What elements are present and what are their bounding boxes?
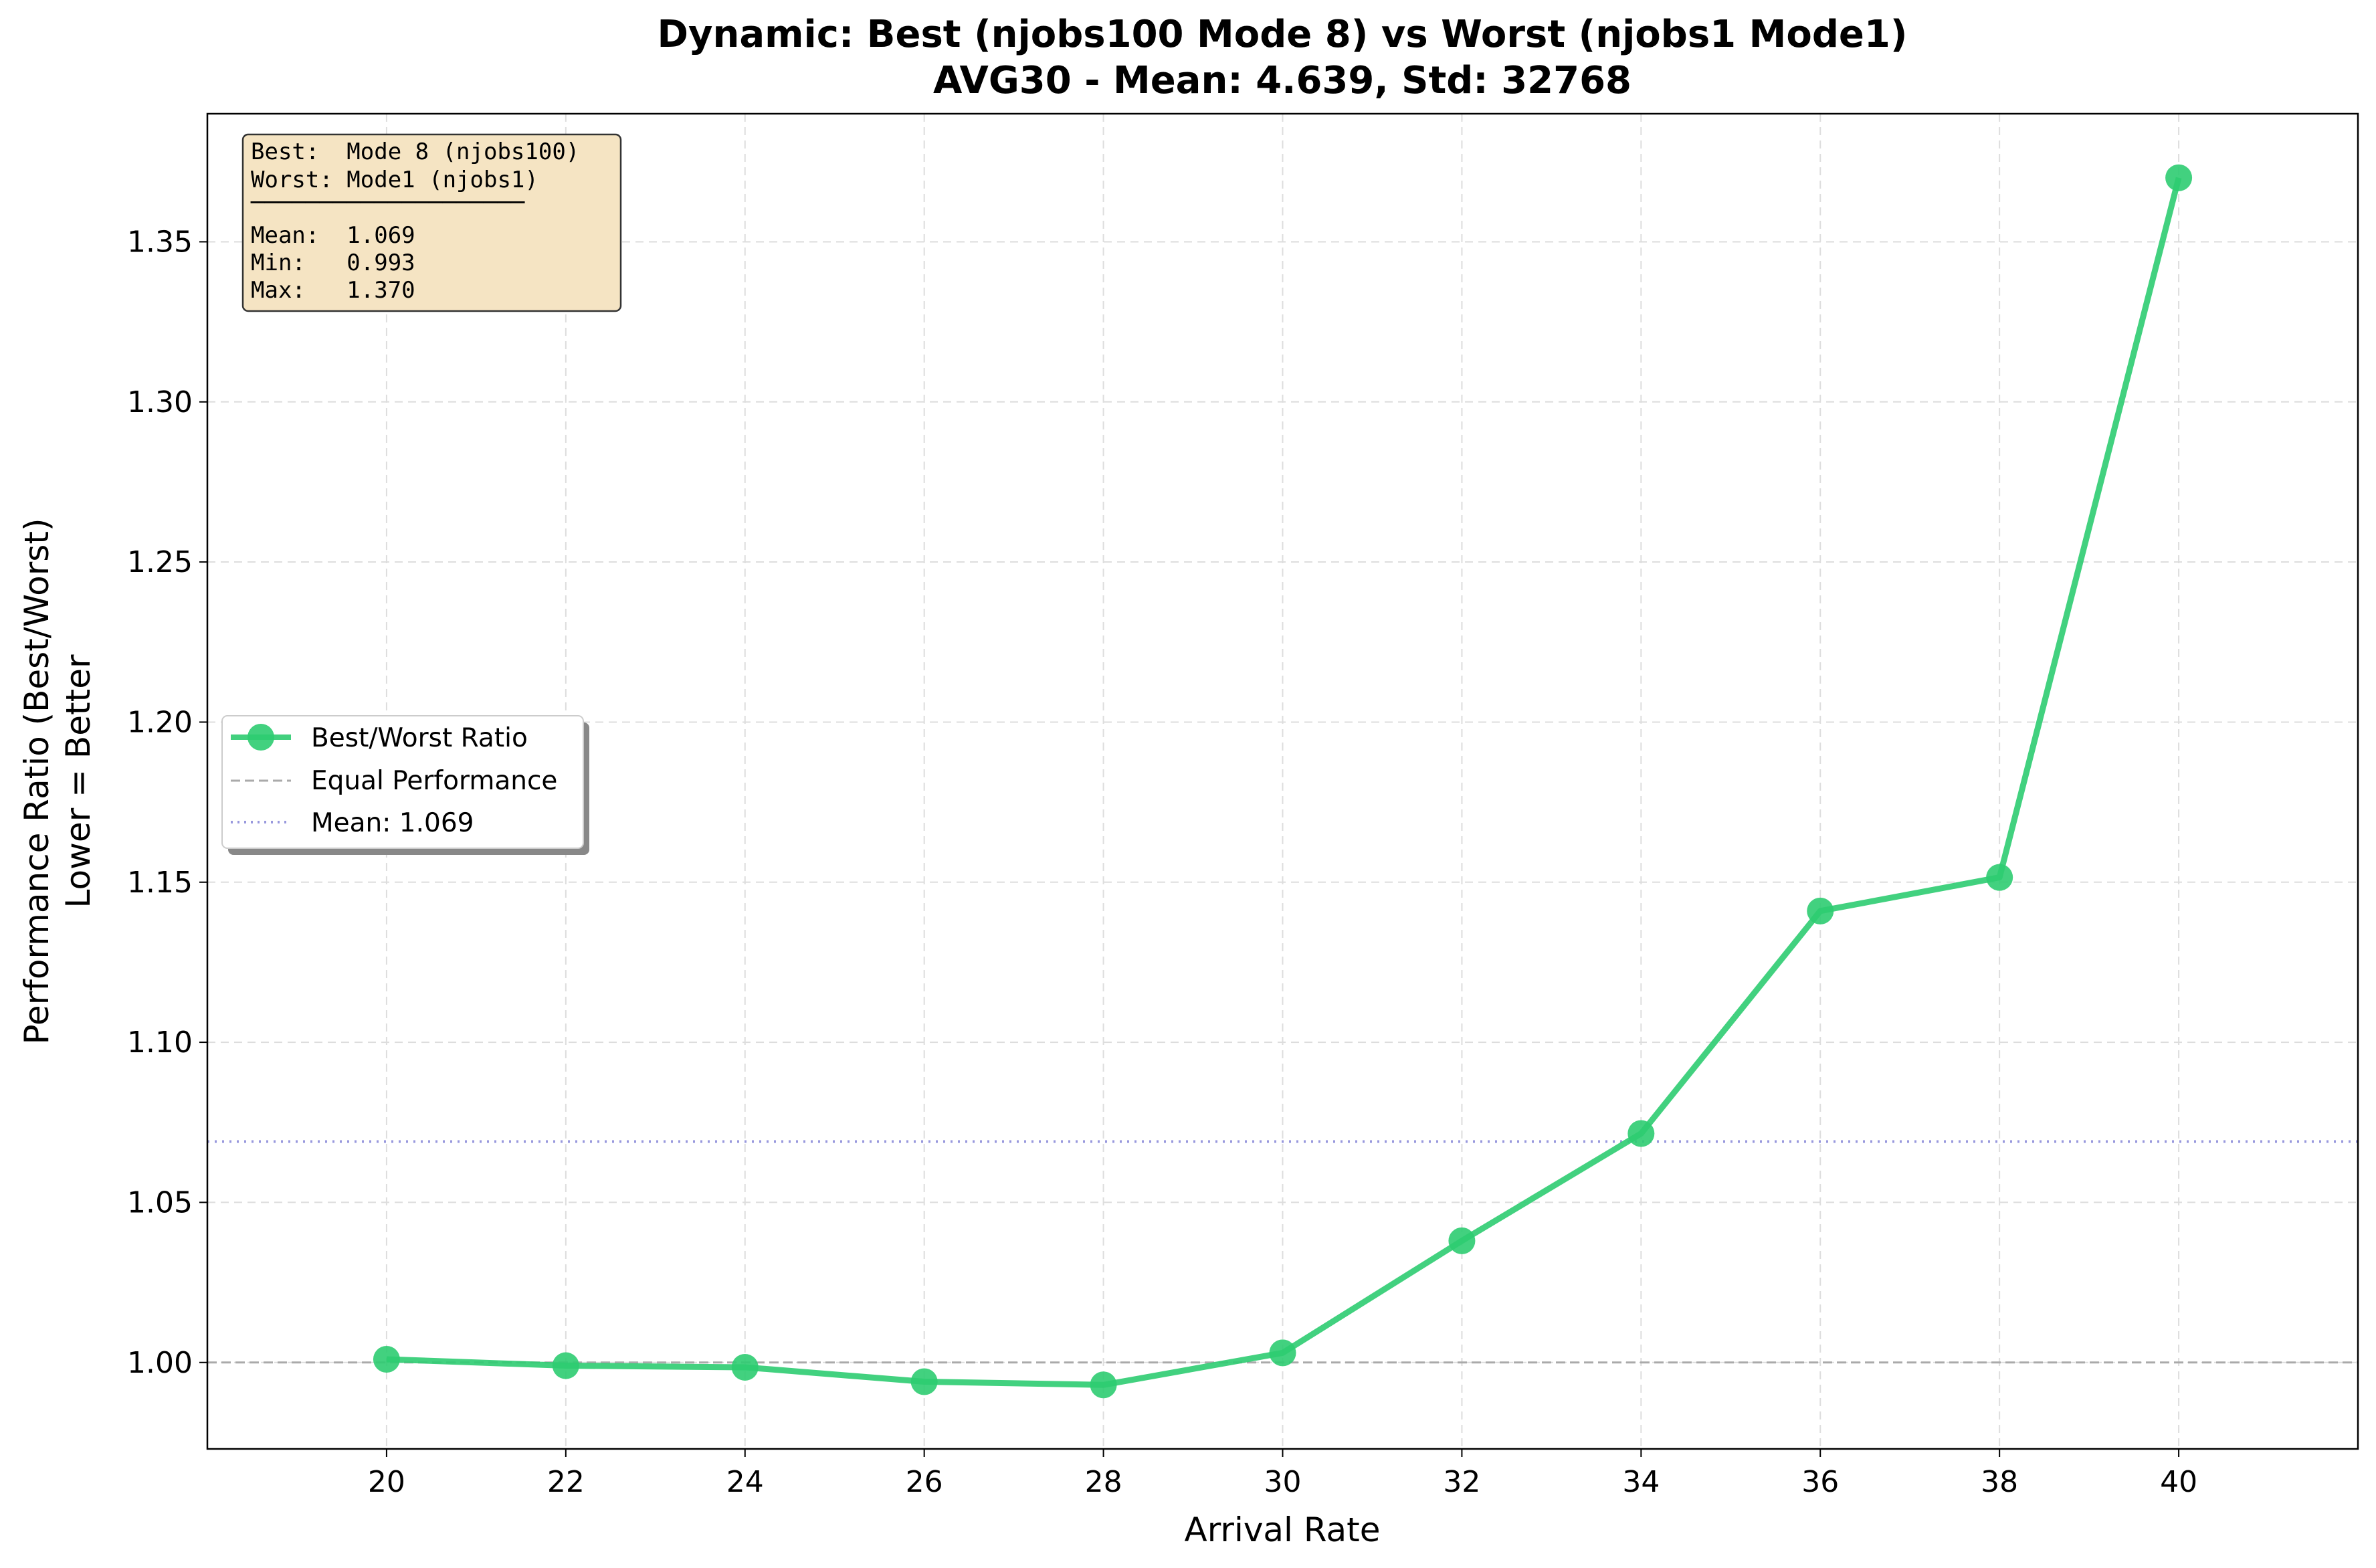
stats-line-min: Min: 0.993 — [251, 250, 415, 276]
y-axis-label-line2: Lower = Better — [59, 654, 98, 908]
x-tick-label: 20 — [368, 1465, 405, 1499]
legend-label-mean: Mean: 1.069 — [311, 808, 474, 838]
data-series — [373, 164, 2193, 1399]
stats-line-worst: Worst: Mode1 (njobs1) — [251, 167, 538, 193]
stats-box-background — [241, 133, 622, 312]
data-point — [1448, 1227, 1476, 1254]
y-tick-label: 1.20 — [127, 705, 193, 739]
y-tick-label: 1.10 — [127, 1025, 193, 1060]
y-tick-label: 1.30 — [127, 385, 193, 419]
data-point — [373, 1345, 400, 1373]
x-tick-label: 26 — [906, 1465, 943, 1499]
x-tick-label: 32 — [1443, 1465, 1480, 1499]
y-tick-label: 1.15 — [127, 866, 193, 900]
chart-subtitle: AVG30 - Mean: 4.639, Std: 32768 — [933, 59, 1631, 102]
y-axis: 1.00 1.05 1.10 1.15 1.20 1.25 1.30 1.35 — [127, 225, 207, 1380]
stats-line-best: Best: Mode 8 (njobs100) — [251, 138, 579, 165]
data-point — [1627, 1120, 1655, 1147]
stats-line-separator: ──────────────────── — [250, 189, 525, 216]
x-tick-label: 36 — [1801, 1465, 1839, 1499]
data-point — [2165, 164, 2193, 191]
legend-label-series: Best/Worst Ratio — [311, 723, 528, 753]
x-tick-label: 30 — [1264, 1465, 1302, 1499]
x-tick-label: 22 — [547, 1465, 585, 1499]
data-point — [1269, 1339, 1296, 1367]
stats-line-max: Max: 1.370 — [251, 277, 415, 304]
y-tick-label: 1.05 — [127, 1185, 193, 1219]
y-axis-label-line1: Performance Ratio (Best/Worst) — [17, 518, 56, 1045]
data-point — [731, 1353, 759, 1381]
legend-label-equal: Equal Performance — [311, 766, 557, 796]
x-tick-label: 28 — [1085, 1465, 1122, 1499]
x-tick-label: 34 — [1622, 1465, 1660, 1499]
x-tick-label: 24 — [726, 1465, 764, 1499]
legend-box — [221, 715, 584, 849]
y-tick-label: 1.00 — [127, 1346, 193, 1380]
y-tick-label: 1.35 — [127, 225, 193, 259]
data-point — [910, 1368, 938, 1395]
legend-marker-series — [248, 724, 274, 751]
stats-line-mean: Mean: 1.069 — [251, 222, 415, 249]
grid — [207, 114, 2358, 1449]
x-axis: 20 22 24 26 28 30 32 34 36 38 40 — [368, 1449, 2197, 1499]
x-tick-label: 38 — [1981, 1465, 2018, 1499]
x-tick-label: 40 — [2160, 1465, 2197, 1499]
chart-title: Dynamic: Best (njobs100 Mode 8) vs Worst… — [658, 13, 1908, 56]
data-point — [1986, 864, 2013, 891]
data-point — [552, 1352, 579, 1379]
data-point — [1090, 1371, 1117, 1399]
stats-box: Best: Mode 8 (njobs100) Worst: Mode1 (nj… — [241, 133, 622, 312]
legend: Best/Worst Ratio Equal Performance Mean:… — [221, 715, 589, 855]
y-tick-label: 1.25 — [127, 545, 193, 579]
data-point — [1807, 897, 1834, 924]
x-axis-label: Arrival Rate — [1185, 1510, 1381, 1549]
